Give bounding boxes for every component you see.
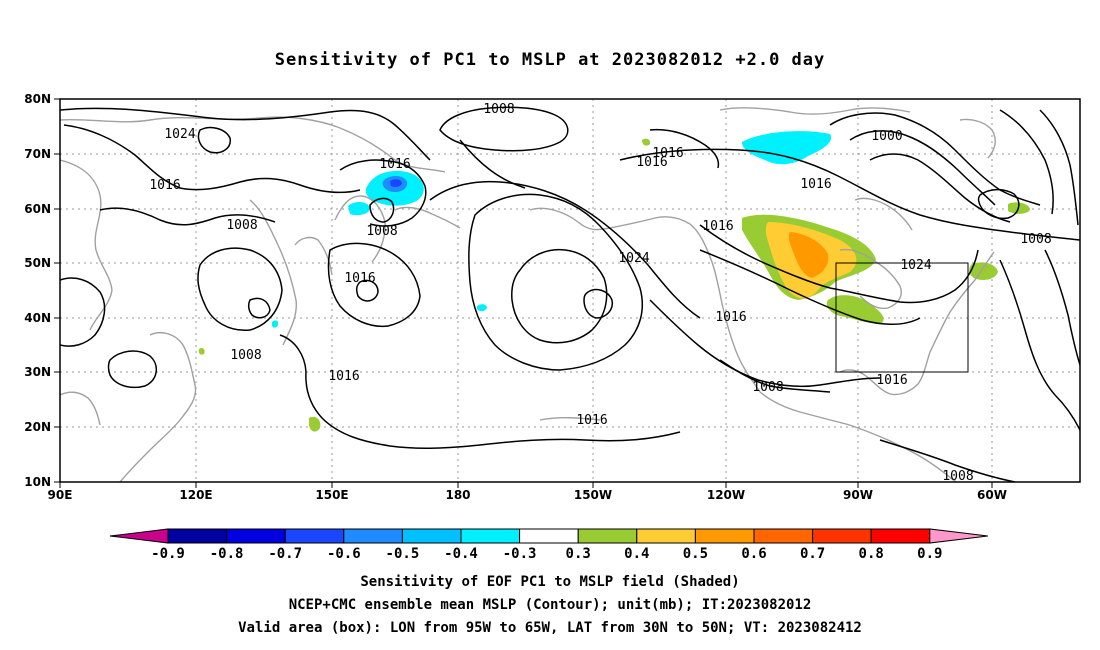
- shade-positive-pacific-south: [309, 416, 321, 432]
- lat-label: 70N: [24, 147, 51, 161]
- colorbar-label: -0.8: [210, 546, 244, 562]
- contour-label: 1016: [715, 310, 746, 325]
- longitude-labels: 90E 120E 150E 180 150W 120W 90W 60W: [48, 488, 1007, 502]
- contour-labels: 1008 1024 1016 1016 1008 1008 1016 1008 …: [149, 102, 1051, 484]
- shade-negative-arctic: [742, 131, 832, 165]
- colorbar-label: 0.8: [859, 546, 884, 562]
- lat-label: 20N: [24, 420, 51, 434]
- contour-label: 1008: [942, 469, 973, 484]
- colorbar-swatch: [577, 528, 638, 544]
- colorbar-low-arrow: [109, 528, 169, 544]
- contour-label: 1016: [652, 146, 683, 161]
- lon-label: 90E: [48, 488, 73, 502]
- contour-label: 1000: [871, 129, 902, 144]
- shade-negative-pac: [477, 304, 487, 312]
- colorbar-swatch: [284, 528, 345, 544]
- colorbar-swatch: [343, 528, 403, 544]
- shade-negative-kamchatka-inner: [390, 179, 402, 187]
- lon-label: 150W: [574, 488, 612, 502]
- colorbar-label: -0.9: [151, 546, 185, 562]
- lat-label: 30N: [24, 365, 51, 379]
- colorbar-swatch: [519, 528, 579, 544]
- contour-label: 1008: [752, 380, 783, 395]
- colorbar-label: 0.7: [800, 546, 825, 562]
- caption-line-1: Sensitivity of EOF PC1 to MSLP field (Sh…: [360, 574, 740, 590]
- colorbar-label: -0.4: [444, 546, 478, 562]
- contour-label: 1016: [344, 271, 375, 286]
- colorbar-swatch: [694, 528, 755, 544]
- contour-label: 1016: [702, 219, 733, 234]
- contour-label: 1008: [226, 218, 257, 233]
- mslp-contours: [60, 106, 1080, 482]
- colorbar-swatch: [753, 528, 814, 544]
- colorbar-swatch: [812, 528, 872, 544]
- map-frame: [59, 98, 1081, 483]
- lat-label: 80N: [24, 92, 51, 106]
- contour-label: 1024: [618, 251, 649, 266]
- colorbar-label: -0.3: [503, 546, 537, 562]
- sensitivity-shading: [198, 131, 1030, 432]
- colorbar-swatch: [226, 528, 286, 544]
- lon-label: 90W: [843, 488, 873, 502]
- lon-label: 120E: [179, 488, 212, 502]
- colorbar-label: 0.6: [741, 546, 766, 562]
- contour-label: 1016: [379, 157, 410, 172]
- contour-label: 1008: [483, 102, 514, 117]
- shade-negative-kam-south: [348, 202, 370, 216]
- shade-positive-china: [198, 347, 205, 355]
- contour-label: 1016: [149, 178, 180, 193]
- colorbar-label: -0.7: [268, 546, 302, 562]
- colorbar-label: 0.3: [566, 546, 591, 562]
- colorbar-swatch: [401, 528, 462, 544]
- valid-area-box: [835, 262, 969, 373]
- lon-label: 150E: [315, 488, 348, 502]
- contour-label: 1024: [900, 258, 931, 273]
- lat-label: 50N: [24, 256, 51, 270]
- shade-negative-japan: [272, 320, 279, 328]
- gridlines: [60, 99, 1080, 482]
- contour-label: 1016: [576, 413, 607, 428]
- colorbar: -0.9 -0.8 -0.7 -0.6 -0.5 -0.4 -0.3 0.3 0.4 0.5 0.6…: [109, 528, 988, 562]
- shade-positive-east: [969, 262, 998, 280]
- caption-line-3: Valid area (box): LON from 95W to 65W, L…: [238, 620, 862, 636]
- contour-label: 1016: [636, 155, 667, 170]
- lon-label: 180: [445, 488, 470, 502]
- lat-label: 10N: [24, 475, 51, 489]
- contour-label: 1024: [164, 127, 195, 142]
- lon-label: 120W: [707, 488, 745, 502]
- contour-label: 1008: [366, 224, 397, 239]
- colorbar-high-arrow: [929, 528, 988, 544]
- contour-label: 1016: [328, 369, 359, 384]
- colorbar-label: 0.5: [683, 546, 708, 562]
- colorbar-label: 0.9: [917, 546, 942, 562]
- shade-positive-lakes: [826, 295, 884, 324]
- contour-label: 1016: [800, 177, 831, 192]
- axis-ticks: [54, 98, 993, 488]
- colorbar-swatch: [636, 528, 696, 544]
- colorbar-label: -0.6: [327, 546, 361, 562]
- colorbar-swatch: [460, 528, 521, 544]
- contour-label: 1008: [1020, 232, 1051, 247]
- caption-line-2: NCEP+CMC ensemble mean MSLP (Contour); u…: [288, 597, 812, 613]
- contour-label: 1008: [230, 348, 261, 363]
- colorbar-label: -0.5: [386, 546, 420, 562]
- map-background: [60, 99, 1080, 482]
- lon-label: 60W: [977, 488, 1007, 502]
- colorbar-label: 0.4: [624, 546, 649, 562]
- colorbar-swatch: [870, 528, 931, 544]
- contour-label: 1016: [876, 373, 907, 388]
- colorbar-swatch: [167, 528, 228, 544]
- lat-label: 60N: [24, 202, 51, 216]
- shade-positive-alaska: [642, 138, 651, 146]
- lat-label: 40N: [24, 311, 51, 325]
- chart-title: Sensitivity of PC1 to MSLP at 2023082012…: [274, 50, 826, 70]
- latitude-labels: 80N 70N 60N 50N 40N 30N 20N 10N: [24, 92, 51, 489]
- shade-positive-canada-core: [788, 232, 829, 278]
